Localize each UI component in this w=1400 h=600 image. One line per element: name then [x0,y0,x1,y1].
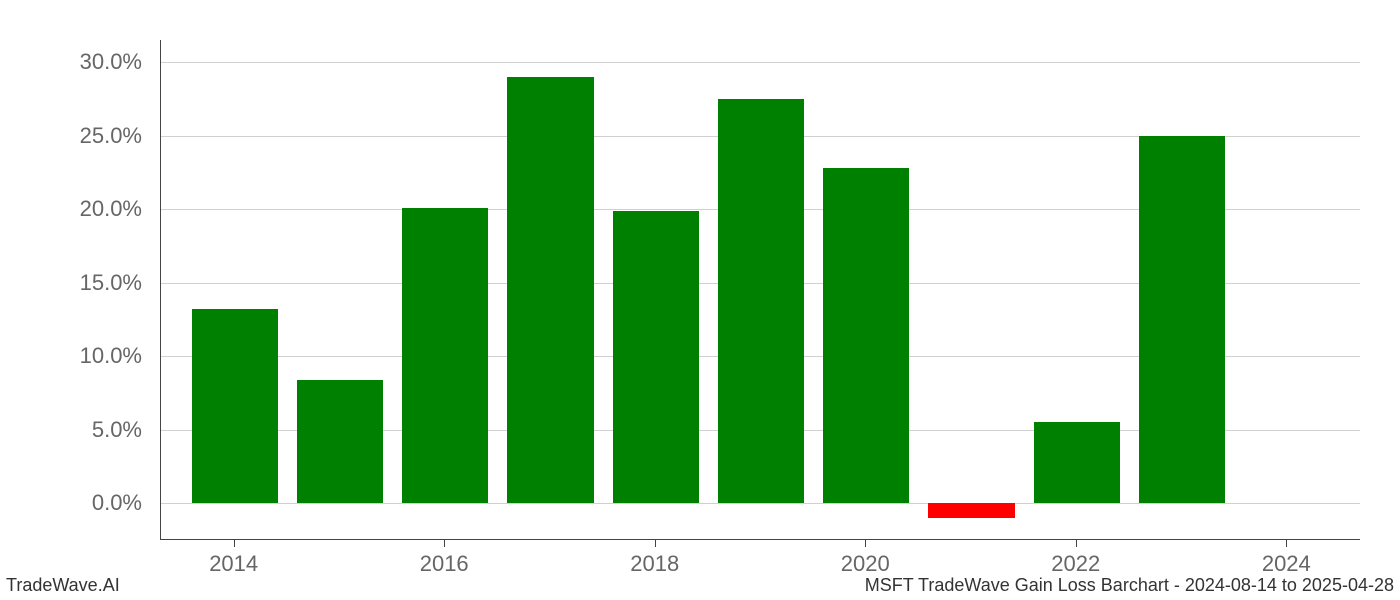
gridline [161,62,1360,63]
x-axis-tick-label: 2024 [1262,551,1311,577]
y-axis-tick-label: 20.0% [0,196,142,222]
y-axis-tick-label: 10.0% [0,343,142,369]
x-axis-tick-mark [1076,540,1077,547]
x-axis-tick-label: 2018 [630,551,679,577]
bar [297,380,383,504]
bar [823,168,909,503]
bar [928,503,1014,518]
bar [613,211,699,504]
y-axis-tick-label: 25.0% [0,123,142,149]
y-axis-tick-label: 0.0% [0,490,142,516]
x-axis-tick-mark [444,540,445,547]
chart-container: TradeWave.AI MSFT TradeWave Gain Loss Ba… [0,0,1400,600]
footer-left-label: TradeWave.AI [6,575,120,596]
bar [402,208,488,504]
x-axis-tick-mark [1286,540,1287,547]
x-axis-tick-label: 2020 [841,551,890,577]
bar [1034,422,1120,503]
y-axis-tick-label: 5.0% [0,417,142,443]
footer-right-label: MSFT TradeWave Gain Loss Barchart - 2024… [865,575,1394,596]
zero-line [161,503,1360,504]
x-axis-tick-label: 2016 [420,551,469,577]
plot-area [160,40,1360,540]
bar [1139,136,1225,504]
y-axis-tick-label: 15.0% [0,270,142,296]
x-axis-tick-mark [234,540,235,547]
x-axis-tick-mark [865,540,866,547]
bar [718,99,804,503]
bar [192,309,278,503]
y-axis-tick-label: 30.0% [0,49,142,75]
x-axis-tick-label: 2014 [209,551,258,577]
x-axis-tick-label: 2022 [1051,551,1100,577]
bar [507,77,593,503]
x-axis-tick-mark [655,540,656,547]
